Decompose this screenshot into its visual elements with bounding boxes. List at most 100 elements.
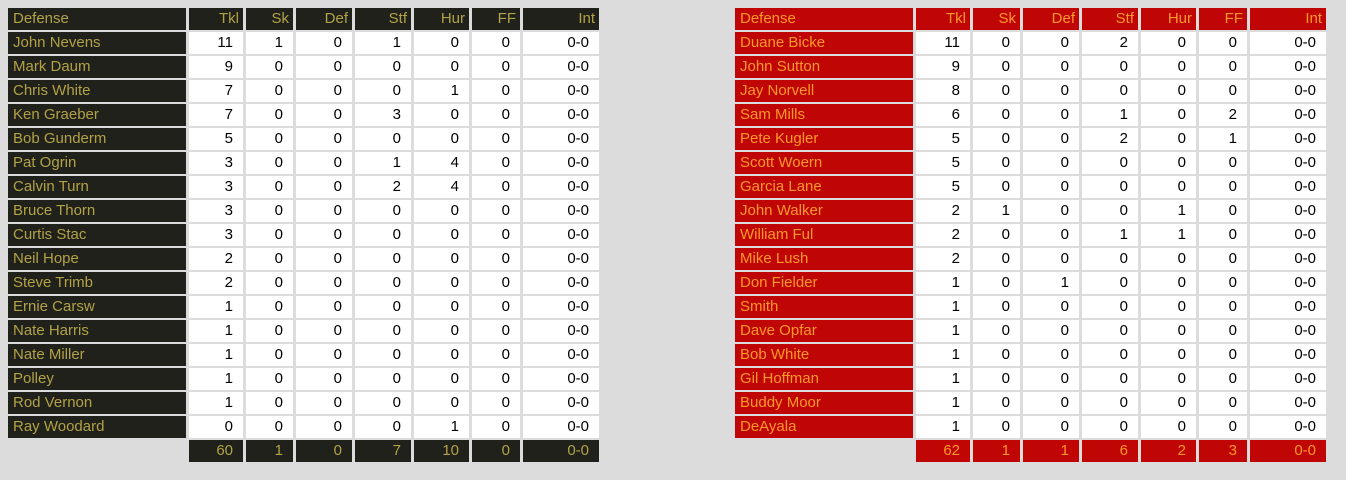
stat-cell: 0 xyxy=(355,416,411,438)
col-header-def: Def xyxy=(1023,8,1079,30)
stat-cell: 1 xyxy=(414,416,469,438)
table-row: Dave Opfar 1 0 0 0 0 0 0-0 xyxy=(735,320,1326,342)
table-row: Chris White 7 0 0 0 1 0 0-0 xyxy=(8,80,599,102)
stat-cell: 0-0 xyxy=(1250,416,1326,438)
player-name-cell: Steve Trimb xyxy=(8,272,186,294)
player-name-cell: Smith xyxy=(735,296,913,318)
stat-cell: 0 xyxy=(1023,32,1079,54)
stat-cell: 0-0 xyxy=(523,128,599,150)
stat-cell: 0 xyxy=(1141,56,1196,78)
stat-cell: 0-0 xyxy=(1250,392,1326,414)
stat-cell: 0 xyxy=(472,344,520,366)
stat-cell: 0 xyxy=(246,56,293,78)
table-row: Bob Gunderm 5 0 0 0 0 0 0-0 xyxy=(8,128,599,150)
stat-cell: 0-0 xyxy=(1250,368,1326,390)
stat-cell: 0 xyxy=(973,416,1020,438)
stat-cell: 0-0 xyxy=(523,248,599,270)
stat-cell: 0-0 xyxy=(523,272,599,294)
stat-cell: 0 xyxy=(246,224,293,246)
stat-cell: 8 xyxy=(916,80,970,102)
header-row: Defense Tkl Sk Def Stf Hur FF Int xyxy=(735,8,1326,30)
stat-cell: 0 xyxy=(355,248,411,270)
stat-cell: 0-0 xyxy=(1250,176,1326,198)
away-defense-stats-table: Defense Tkl Sk Def Stf Hur FF Int Duane Bicke 11… xyxy=(732,6,1329,464)
stat-cell: 0 xyxy=(1141,320,1196,342)
stat-cell: 1 xyxy=(916,320,970,342)
stat-cell: 0 xyxy=(973,32,1020,54)
stat-cell: 2 xyxy=(1082,128,1138,150)
stat-cell: 0-0 xyxy=(523,80,599,102)
totals-spacer xyxy=(735,440,913,462)
stat-cell: 0 xyxy=(1141,272,1196,294)
total-cell: 0 xyxy=(472,440,520,462)
table-row: Ray Woodard 0 0 0 0 1 0 0-0 xyxy=(8,416,599,438)
table-row: Polley 1 0 0 0 0 0 0-0 xyxy=(8,368,599,390)
stat-cell: 5 xyxy=(916,128,970,150)
stat-cell: 0 xyxy=(296,296,352,318)
stat-cell: 0 xyxy=(1141,128,1196,150)
player-name-cell: John Nevens xyxy=(8,32,186,54)
stat-cell: 0 xyxy=(973,152,1020,174)
stat-cell: 4 xyxy=(414,176,469,198)
stat-cell: 0 xyxy=(1023,152,1079,174)
stat-cell: 0 xyxy=(1199,176,1247,198)
stat-cell: 1 xyxy=(916,416,970,438)
stat-cell: 1 xyxy=(1199,128,1247,150)
stat-cell: 0 xyxy=(414,392,469,414)
table-row: Rod Vernon 1 0 0 0 0 0 0-0 xyxy=(8,392,599,414)
stat-cell: 0 xyxy=(1141,104,1196,126)
stat-cell: 0 xyxy=(414,128,469,150)
player-name-cell: Polley xyxy=(8,368,186,390)
stat-cell: 0-0 xyxy=(1250,224,1326,246)
total-cell: 6 xyxy=(1082,440,1138,462)
stat-cell: 2 xyxy=(1082,32,1138,54)
player-name-cell: Bob Gunderm xyxy=(8,128,186,150)
col-header-defense: Defense xyxy=(8,8,186,30)
stat-cell: 0 xyxy=(414,344,469,366)
stat-cell: 0 xyxy=(472,176,520,198)
col-header-ff: FF xyxy=(472,8,520,30)
stat-cell: 0 xyxy=(414,56,469,78)
stat-cell: 11 xyxy=(189,32,243,54)
player-name-cell: Buddy Moor xyxy=(735,392,913,414)
stat-cell: 1 xyxy=(1023,272,1079,294)
stat-cell: 0 xyxy=(1199,368,1247,390)
stat-cell: 0 xyxy=(1082,176,1138,198)
table-row: Duane Bicke 11 0 0 2 0 0 0-0 xyxy=(735,32,1326,54)
stat-cell: 0 xyxy=(973,344,1020,366)
stat-cell: 0 xyxy=(472,128,520,150)
stat-cell: 0 xyxy=(472,296,520,318)
stat-cell: 0 xyxy=(1023,176,1079,198)
stat-cell: 6 xyxy=(916,104,970,126)
stat-cell: 0 xyxy=(973,128,1020,150)
stat-cell: 0 xyxy=(296,200,352,222)
stat-cell: 0 xyxy=(472,368,520,390)
stat-cell: 2 xyxy=(189,272,243,294)
player-name-cell: Ernie Carsw xyxy=(8,296,186,318)
stat-cell: 0 xyxy=(414,224,469,246)
stat-cell: 0 xyxy=(296,128,352,150)
stat-cell: 0 xyxy=(414,368,469,390)
stat-cell: 0 xyxy=(1082,248,1138,270)
col-header-defense: Defense xyxy=(735,8,913,30)
stat-cell: 0 xyxy=(1141,32,1196,54)
player-name-cell: Pat Ogrin xyxy=(8,152,186,174)
stat-cell: 0 xyxy=(246,320,293,342)
player-name-cell: Chris White xyxy=(8,80,186,102)
stat-cell: 1 xyxy=(916,344,970,366)
stat-cell: 0-0 xyxy=(523,416,599,438)
stat-cell: 1 xyxy=(189,368,243,390)
stat-cell: 0 xyxy=(973,176,1020,198)
stat-cell: 0 xyxy=(246,416,293,438)
stat-cell: 2 xyxy=(355,176,411,198)
player-name-cell: DeAyala xyxy=(735,416,913,438)
stat-cell: 0-0 xyxy=(1250,104,1326,126)
stat-cell: 0 xyxy=(1082,320,1138,342)
stat-cell: 0 xyxy=(1082,152,1138,174)
stat-cell: 0 xyxy=(1023,56,1079,78)
stat-cell: 0 xyxy=(1199,56,1247,78)
stat-cell: 0 xyxy=(1023,296,1079,318)
total-cell: 7 xyxy=(355,440,411,462)
stat-cell: 0-0 xyxy=(523,32,599,54)
